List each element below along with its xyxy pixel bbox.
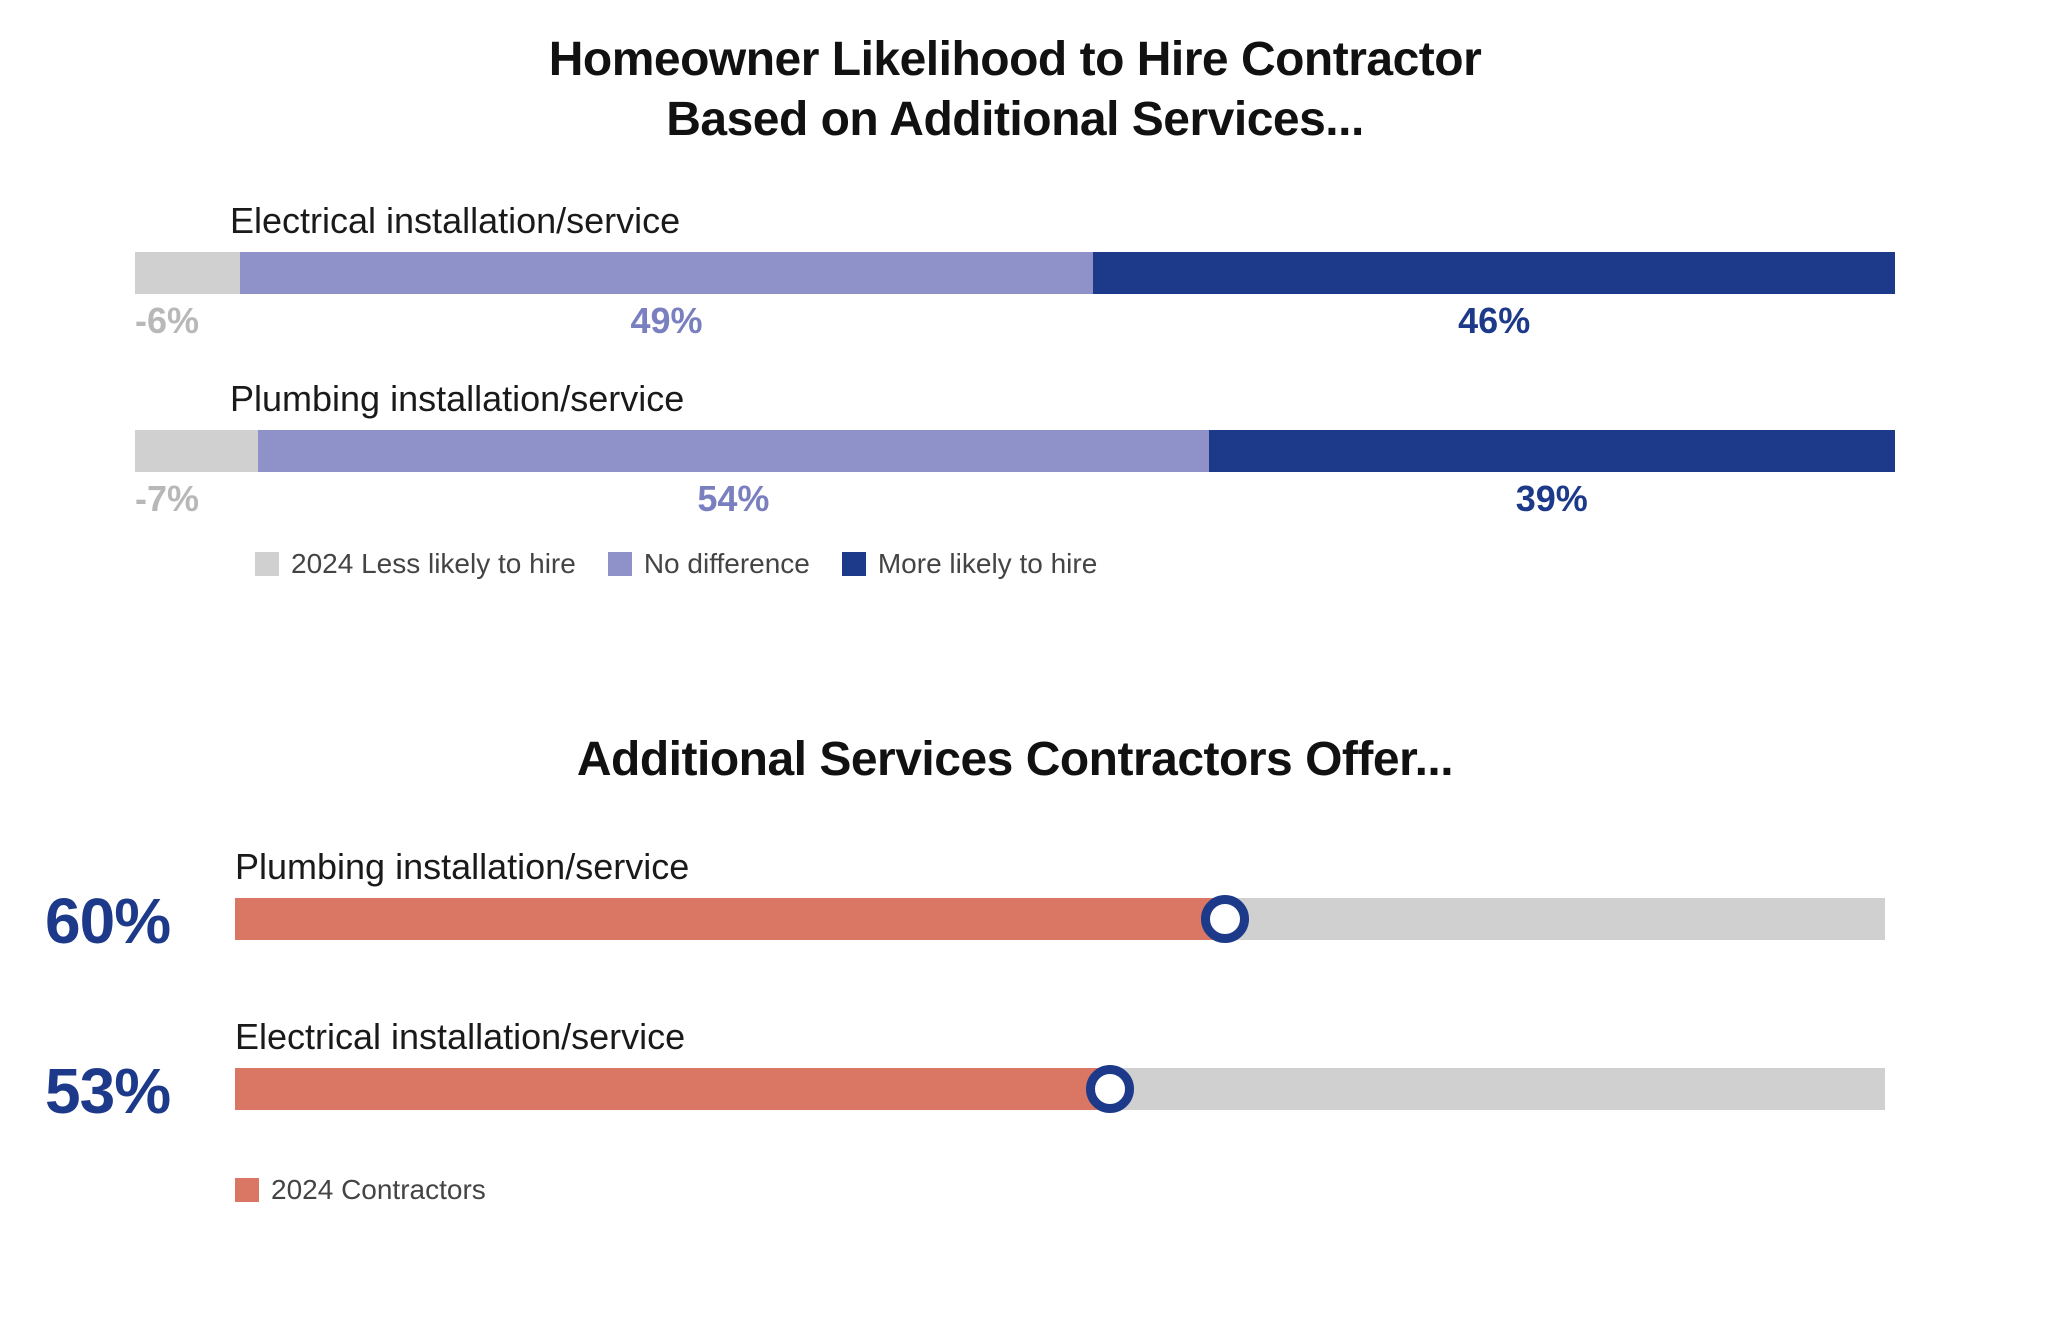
chart1-legend-item-nodiff: No difference [608, 548, 810, 580]
chart1-legend-label-nodiff: No difference [644, 548, 810, 580]
chart2-row1-fill [235, 1068, 1110, 1110]
chart1-row0-seg-less [135, 252, 240, 294]
chart1-row1-values: -7% 54% 39% [135, 478, 1895, 520]
chart1-row0-label: Electrical installation/service [230, 200, 1895, 242]
chart1-legend: 2024 Less likely to hire No difference M… [255, 548, 1895, 580]
chart2-legend-swatch [235, 1178, 259, 1202]
chart1-row1-val-nodiff: 54% [258, 478, 1208, 520]
chart2-row0-marker [1201, 895, 1249, 943]
chart1-title-line2: Based on Additional Services... [666, 93, 1364, 146]
chart1-title-line1: Homeowner Likelihood to Hire Contractor [549, 33, 1482, 86]
chart2-row-electrical: 53% Electrical installation/service [45, 1016, 1985, 1126]
chart1-legend-item-more: More likely to hire [842, 548, 1097, 580]
chart1-row1-seg-less [135, 430, 258, 472]
chart1-legend-label-less: 2024 Less likely to hire [291, 548, 576, 580]
chart2-row1-value: 53% [45, 1054, 170, 1128]
chart2-row0-value: 60% [45, 884, 170, 958]
chart1-row0-seg-more [1093, 252, 1895, 294]
chart1-row-electrical: Electrical installation/service -6% 49% … [135, 200, 1895, 342]
chart2: Additional Services Contractors Offer...… [45, 730, 1985, 1206]
chart1-legend-swatch-nodiff [608, 552, 632, 576]
chart1-row-plumbing: Plumbing installation/service -7% 54% 39… [135, 378, 1895, 520]
chart2-row0-fill [235, 898, 1225, 940]
chart1-legend-swatch-more [842, 552, 866, 576]
chart2-title: Additional Services Contractors Offer... [45, 730, 1985, 790]
chart1-row1-bar [135, 430, 1895, 472]
chart2-row1-track [235, 1068, 1885, 1110]
chart1-row1-seg-nodiff [258, 430, 1208, 472]
chart1-row1-val-more: 39% [1209, 478, 1895, 520]
chart2-row0-track [235, 898, 1885, 940]
chart1-legend-item-less: 2024 Less likely to hire [255, 548, 576, 580]
chart1-row0-values: -6% 49% 46% [135, 300, 1895, 342]
chart1-row1-val-less: -7% [135, 478, 258, 520]
chart1-legend-swatch-less [255, 552, 279, 576]
chart1-row0-val-nodiff: 49% [240, 300, 1094, 342]
chart2-row1-label: Electrical installation/service [235, 1016, 685, 1058]
chart1-legend-label-more: More likely to hire [878, 548, 1097, 580]
chart2-legend-label: 2024 Contractors [271, 1174, 486, 1206]
chart1-title: Homeowner Likelihood to Hire Contractor … [135, 30, 1895, 150]
chart2-row0-label: Plumbing installation/service [235, 846, 689, 888]
chart1-row0-seg-nodiff [240, 252, 1094, 294]
chart1-row1-label: Plumbing installation/service [230, 378, 1895, 420]
chart1-row0-val-less: -6% [135, 300, 240, 342]
chart2-row-plumbing: 60% Plumbing installation/service [45, 846, 1985, 956]
chart2-legend-item: 2024 Contractors [235, 1174, 486, 1206]
chart1-row1-seg-more [1209, 430, 1895, 472]
chart1-row0-val-more: 46% [1093, 300, 1895, 342]
chart1: Homeowner Likelihood to Hire Contractor … [135, 30, 1895, 580]
chart1-row0-bar [135, 252, 1895, 294]
chart2-row1-marker [1086, 1065, 1134, 1113]
chart2-legend: 2024 Contractors [235, 1174, 1985, 1206]
